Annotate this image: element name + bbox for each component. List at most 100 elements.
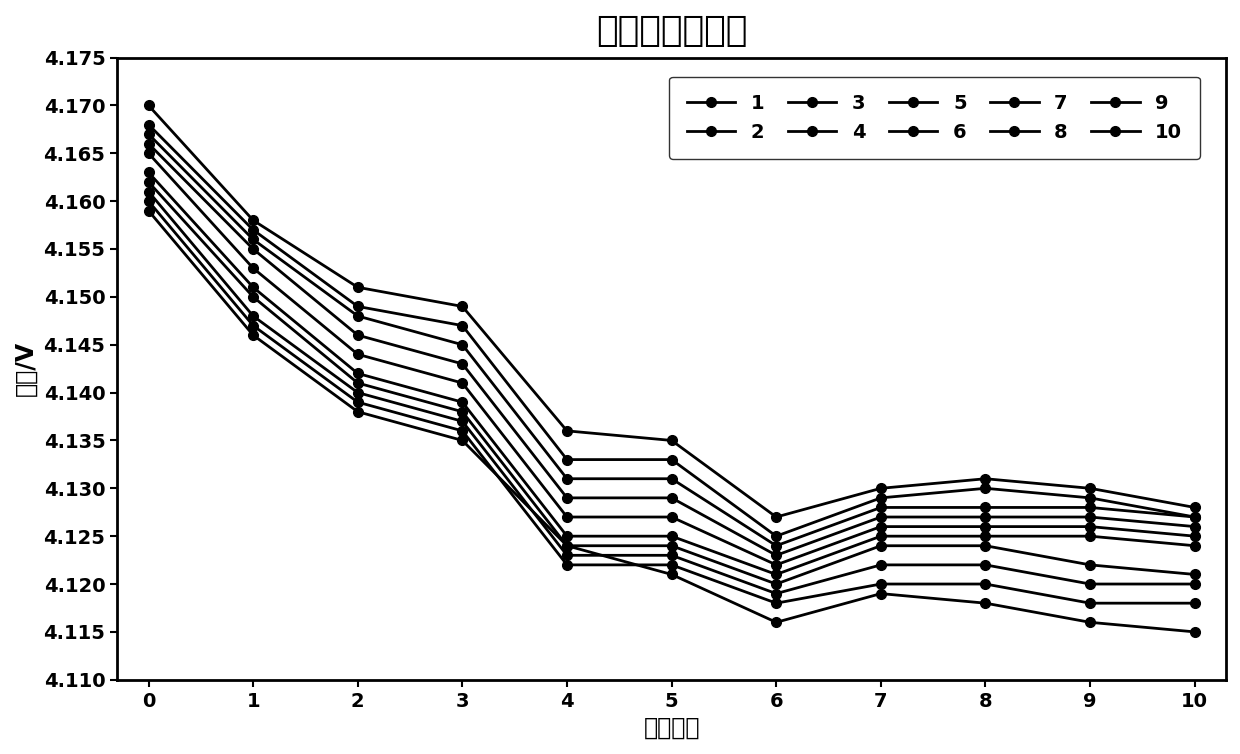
10 — [141, 206, 156, 215]
6 — [665, 532, 680, 541]
3 — [455, 340, 470, 349]
1 — [1187, 503, 1202, 512]
4 — [246, 244, 260, 253]
Title: 高温自放电曲线: 高温自放电曲线 — [596, 14, 748, 48]
2 — [246, 225, 260, 234]
3 — [769, 541, 784, 550]
4 — [978, 513, 993, 522]
Line: 7: 7 — [144, 177, 1199, 589]
2 — [1083, 493, 1097, 502]
7 — [141, 177, 156, 186]
3 — [873, 503, 888, 512]
Line: 8: 8 — [144, 187, 1199, 599]
10 — [246, 330, 260, 339]
5 — [246, 264, 260, 273]
1 — [665, 436, 680, 445]
10 — [665, 570, 680, 579]
10 — [559, 541, 574, 550]
10 — [978, 599, 993, 608]
9 — [559, 560, 574, 569]
6 — [246, 283, 260, 292]
4 — [351, 330, 366, 339]
6 — [141, 168, 156, 177]
2 — [559, 455, 574, 464]
Line: 10: 10 — [144, 206, 1199, 636]
3 — [559, 474, 574, 483]
8 — [873, 560, 888, 569]
5 — [769, 560, 784, 569]
9 — [351, 397, 366, 406]
Line: 4: 4 — [144, 139, 1199, 560]
Line: 6: 6 — [144, 167, 1199, 579]
7 — [769, 580, 784, 589]
2 — [769, 532, 784, 541]
2 — [141, 120, 156, 129]
5 — [1187, 532, 1202, 541]
10 — [455, 436, 470, 445]
5 — [873, 522, 888, 531]
8 — [978, 560, 993, 569]
6 — [873, 532, 888, 541]
8 — [455, 417, 470, 426]
8 — [769, 589, 784, 598]
3 — [978, 503, 993, 512]
5 — [351, 350, 366, 359]
2 — [873, 493, 888, 502]
8 — [141, 187, 156, 196]
8 — [559, 550, 574, 559]
5 — [141, 149, 156, 158]
6 — [978, 532, 993, 541]
1 — [978, 474, 993, 483]
4 — [665, 493, 680, 502]
1 — [1083, 484, 1097, 493]
Line: 3: 3 — [144, 129, 1199, 550]
5 — [559, 513, 574, 522]
7 — [665, 541, 680, 550]
3 — [351, 311, 366, 320]
2 — [351, 302, 366, 311]
3 — [1187, 513, 1202, 522]
7 — [1083, 560, 1097, 569]
8 — [1187, 580, 1202, 589]
Line: 9: 9 — [144, 196, 1199, 608]
Y-axis label: 电压/V: 电压/V — [14, 341, 38, 396]
3 — [246, 235, 260, 244]
8 — [665, 550, 680, 559]
4 — [455, 360, 470, 369]
4 — [873, 513, 888, 522]
Line: 5: 5 — [144, 149, 1199, 570]
9 — [1187, 599, 1202, 608]
6 — [769, 570, 784, 579]
9 — [246, 321, 260, 330]
5 — [455, 379, 470, 388]
1 — [769, 513, 784, 522]
9 — [1083, 599, 1097, 608]
10 — [873, 589, 888, 598]
5 — [1083, 522, 1097, 531]
9 — [665, 560, 680, 569]
3 — [665, 474, 680, 483]
Line: 1: 1 — [144, 100, 1199, 522]
2 — [1187, 513, 1202, 522]
4 — [1083, 513, 1097, 522]
8 — [351, 388, 366, 397]
4 — [559, 493, 574, 502]
10 — [351, 407, 366, 416]
8 — [246, 311, 260, 320]
8 — [1083, 580, 1097, 589]
1 — [351, 283, 366, 292]
6 — [455, 397, 470, 406]
1 — [559, 426, 574, 435]
2 — [665, 455, 680, 464]
9 — [141, 197, 156, 206]
10 — [1083, 618, 1097, 627]
9 — [769, 599, 784, 608]
5 — [665, 513, 680, 522]
6 — [1187, 541, 1202, 550]
7 — [455, 407, 470, 416]
7 — [873, 541, 888, 550]
1 — [246, 216, 260, 225]
1 — [873, 484, 888, 493]
10 — [769, 618, 784, 627]
7 — [559, 541, 574, 550]
